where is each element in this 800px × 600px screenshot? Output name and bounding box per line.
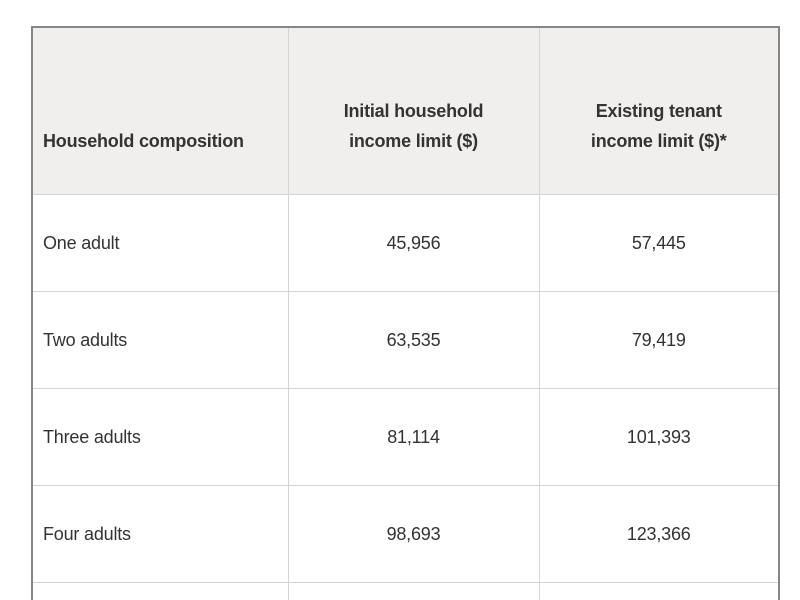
header-initial-income-limit: Initial household income limit ($) [287, 26, 540, 195]
row-label-cell: Four adults [31, 485, 289, 583]
table-row: Three adults 81,114 101,393 [31, 388, 780, 486]
initial-limit-cell: 98,693 [287, 485, 540, 583]
header-line: Initial household [343, 101, 484, 121]
income-limits-table: Household composition Initial household … [31, 26, 780, 600]
existing-limit-cell: 79,419 [538, 291, 780, 389]
table-row: Two adults 63,535 79,419 [31, 291, 780, 389]
row-label-cell: Three adults [31, 388, 289, 486]
initial-limit-cell: 81,114 [287, 388, 540, 486]
header-household-composition: Household composition [31, 26, 289, 195]
header-existing-tenant-income-limit: Existing tenant income limit ($)* [538, 26, 780, 195]
table-header-row: Household composition Initial household … [31, 26, 780, 195]
header-line: income limit ($)* [590, 131, 727, 151]
existing-limit-cell: 101,393 [538, 388, 780, 486]
existing-limit-cell: 78,214 [538, 582, 780, 600]
initial-limit-cell: 63,535 [287, 291, 540, 389]
existing-limit-cell: 123,366 [538, 485, 780, 583]
row-label-cell: Sole parent with one [31, 582, 289, 600]
table-row: Sole parent with one 62,571 78,214 [31, 582, 780, 600]
table-row: One adult 45,956 57,445 [31, 194, 780, 292]
initial-limit-cell: 62,571 [287, 582, 540, 600]
row-label-cell: Two adults [31, 291, 289, 389]
table-row: Four adults 98,693 123,366 [31, 485, 780, 583]
header-line: Existing tenant [595, 101, 722, 121]
initial-limit-cell: 45,956 [287, 194, 540, 292]
row-label-cell: One adult [31, 194, 289, 292]
header-line: income limit ($) [349, 131, 478, 151]
existing-limit-cell: 57,445 [538, 194, 780, 292]
